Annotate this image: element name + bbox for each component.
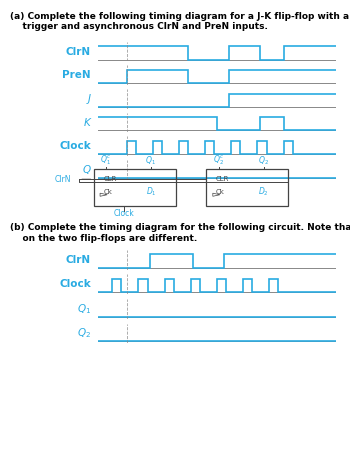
Text: ClrN: ClrN bbox=[66, 46, 91, 57]
Text: $Q_1^c$: $Q_1^c$ bbox=[100, 153, 112, 167]
Text: PreN: PreN bbox=[62, 70, 91, 80]
Text: Ck: Ck bbox=[216, 189, 225, 195]
Text: $D_1$: $D_1$ bbox=[146, 185, 156, 198]
Text: $Q_2$: $Q_2$ bbox=[77, 326, 91, 341]
Text: Clock: Clock bbox=[59, 279, 91, 289]
Bar bbox=[93, 169, 175, 206]
Text: J: J bbox=[88, 94, 91, 104]
Text: $Q_2^c$: $Q_2^c$ bbox=[213, 153, 224, 167]
Text: ClrN: ClrN bbox=[66, 254, 91, 265]
Text: $D_2$: $D_2$ bbox=[258, 185, 269, 198]
Text: $Q_2$: $Q_2$ bbox=[258, 154, 269, 167]
Text: (b) Complete the timing diagram for the following circuit. Note that the Ck inpu: (b) Complete the timing diagram for the … bbox=[10, 223, 350, 243]
Text: $Q_1$: $Q_1$ bbox=[77, 302, 91, 316]
Text: $Q_1$: $Q_1$ bbox=[146, 154, 156, 167]
Bar bbox=[206, 169, 288, 206]
Text: (a) Complete the following timing diagram for a J-K flip-flop with a falling-edg: (a) Complete the following timing diagra… bbox=[10, 12, 350, 31]
Text: CLR: CLR bbox=[103, 176, 117, 182]
Text: Clock: Clock bbox=[59, 141, 91, 151]
Text: Q: Q bbox=[83, 165, 91, 175]
Text: Clock: Clock bbox=[114, 209, 135, 218]
Text: CLR: CLR bbox=[216, 176, 230, 182]
Text: Ck: Ck bbox=[103, 189, 112, 195]
Text: K: K bbox=[84, 117, 91, 128]
Text: ClrN: ClrN bbox=[55, 175, 71, 184]
